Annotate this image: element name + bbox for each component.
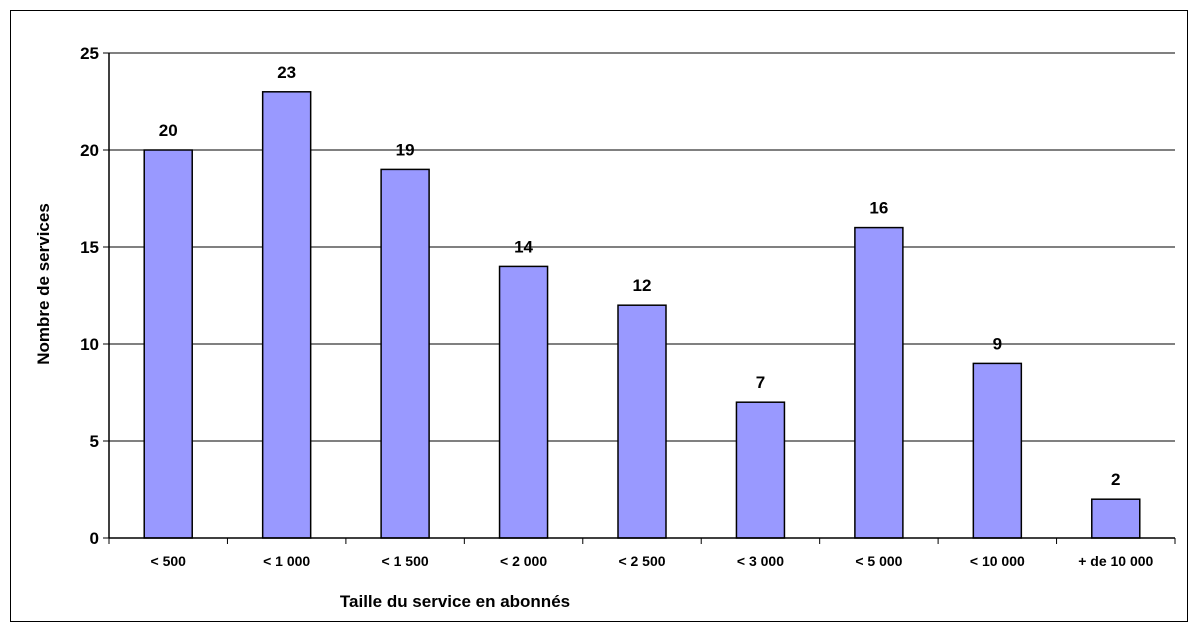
data-label: 7 [756,373,765,392]
data-label: 12 [633,276,652,295]
data-label: 14 [514,237,533,256]
bar [972,362,1023,539]
x-tick-label: < 1 000 [263,553,310,569]
data-label: 9 [993,334,1002,353]
x-tick-labels: < 500 < 1 000 < 1 500 < 2 000 < 2 500 < 3 000… [151,553,1154,569]
bar [854,226,904,539]
y-axis-title: Nombre de services [34,203,53,365]
data-label: 16 [869,199,888,218]
x-tick-label: < 3 000 [737,553,784,569]
x-tick-label: < 1 500 [382,553,429,569]
y-tick-labels: 0 5 10 15 20 25 [80,44,99,548]
x-tick-label: < 2 500 [618,553,665,569]
axes [103,52,1176,544]
bars [143,91,1141,539]
data-label: 20 [159,121,178,140]
y-tick-label: 5 [90,432,99,451]
bar [735,401,786,539]
x-tick-label: < 2 000 [500,553,547,569]
x-axis-title: Taille du service en abonnés [340,592,570,611]
data-label: 2 [1111,470,1120,489]
bar [143,149,193,539]
y-tick-label: 15 [80,238,99,257]
data-label: 19 [396,140,415,159]
bar [498,265,549,539]
chart-frame: 0 5 10 15 20 25 < 500 < 1 000 < 1 500 < 2 000 < 2… [10,10,1188,622]
bar [1091,498,1141,539]
y-tick-label: 10 [80,335,99,354]
x-tick-label: < 500 [151,553,187,569]
x-tick-label: + de 10 000 [1078,553,1153,569]
x-tick-label: < 5 000 [855,553,902,569]
bar [617,304,667,539]
bar [261,91,312,539]
data-labels: 20 23 19 14 12 7 16 9 2 [159,63,1121,489]
y-tick-label: 25 [80,44,99,63]
y-tick-label: 20 [80,141,99,160]
data-label: 23 [277,63,296,82]
bar [380,168,430,539]
bar-chart: 0 5 10 15 20 25 < 500 < 1 000 < 1 500 < 2 000 < 2… [34,44,1176,611]
x-tick-label: < 10 000 [970,553,1025,569]
y-tick-label: 0 [90,529,99,548]
